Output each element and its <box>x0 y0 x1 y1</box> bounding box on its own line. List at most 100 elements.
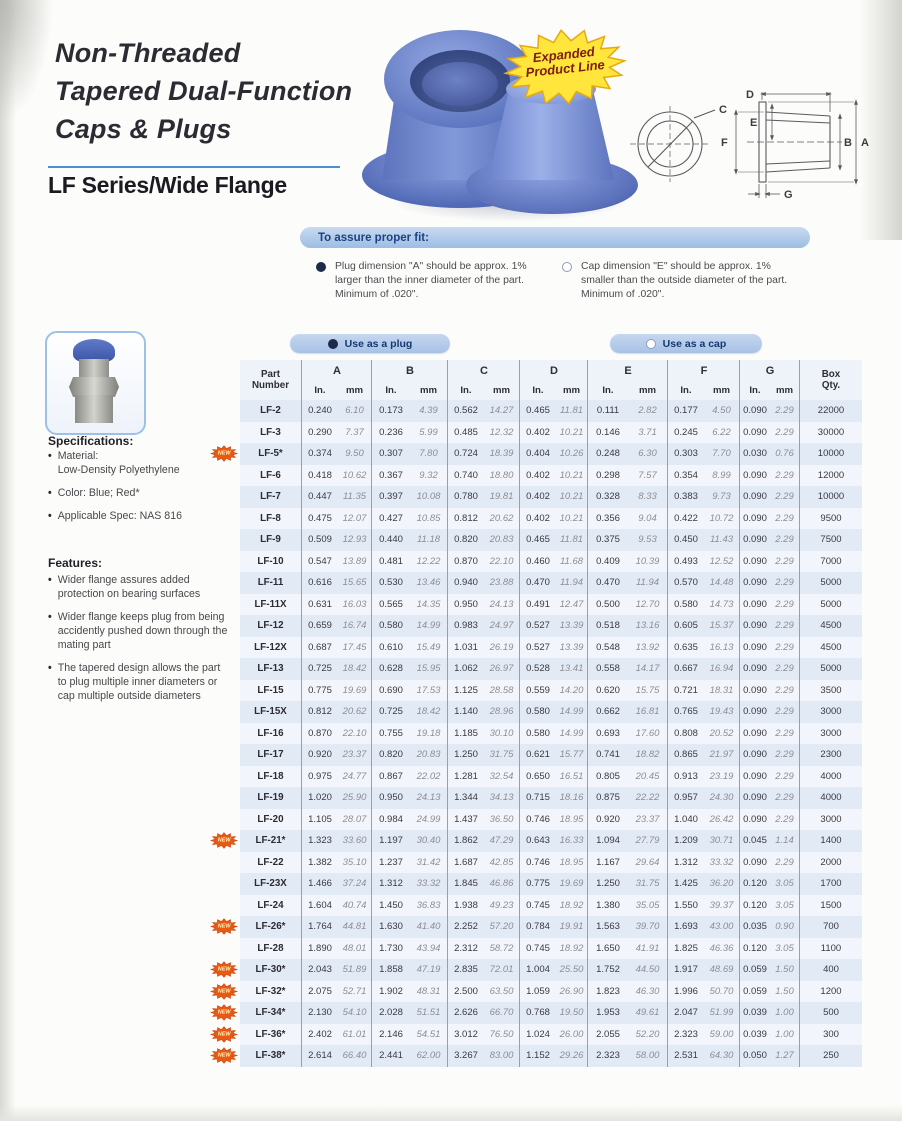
table-row: LF-3 0.290 7.37 0.236 5.99 0.485 12.32 0… <box>240 421 862 443</box>
dim-d-mm-cell: 10.21 <box>556 421 588 443</box>
dim-f-mm-cell: 33.32 <box>704 851 740 873</box>
dim-c-mm-cell: 32.54 <box>484 765 520 787</box>
part-number-cell: LF-10 <box>240 550 302 572</box>
dim-c-in-cell: 0.780 <box>454 491 478 503</box>
table-row: LF-19 1.020 25.90 0.950 24.13 1.344 34.1… <box>240 787 862 809</box>
dim-b-in-cell: 0.867 <box>379 770 403 782</box>
fit-heading-bar: To assure proper fit: <box>300 227 810 248</box>
dim-b-mm-cell: 62.00 <box>410 1045 448 1067</box>
dim-f-in-cell: 0.580 <box>674 598 698 610</box>
dim-g-in-cell: 0.050 <box>743 1050 767 1062</box>
feature-item: Wider flange keeps plug from being accid… <box>48 611 228 653</box>
dim-c-mm-cell: 46.86 <box>484 873 520 895</box>
dim-c-in-cell: 0.940 <box>454 577 478 589</box>
dim-e-mm-cell: 16.81 <box>628 701 668 723</box>
dim-e-mm-cell: 27.79 <box>628 830 668 852</box>
part-number-cell: LF-17 <box>240 744 302 766</box>
dim-f-mm-cell: 43.00 <box>704 916 740 938</box>
part-number-cell: LF-19 <box>240 787 302 809</box>
scan-artifact <box>0 0 16 1121</box>
dimension-diagram: C D E F B A G <box>622 66 872 218</box>
dim-g-mm-cell: 2.29 <box>770 550 800 572</box>
box-qty-cell: 5000 <box>820 598 842 610</box>
dim-c-mm-cell: 14.27 <box>484 400 520 422</box>
dim-a-in-cell: 0.290 <box>308 426 332 438</box>
table-row: LF-17 0.920 23.37 0.820 20.83 1.250 31.7… <box>240 744 862 766</box>
new-badge: NEW <box>210 918 238 935</box>
dim-f-in-cell: 2.531 <box>674 1050 698 1062</box>
specifications-list: Material: Low-Density Polyethylene Color… <box>48 450 228 533</box>
dim-f-in-cell: 0.765 <box>674 706 698 718</box>
dim-d-mm-cell: 15.77 <box>556 744 588 766</box>
dim-a-mm-cell: 37.24 <box>338 873 372 895</box>
dim-e-in-cell: 1.167 <box>596 856 620 868</box>
plug-filled-circle-icon <box>327 338 338 349</box>
dim-c-in-cell: 2.626 <box>454 1007 478 1019</box>
dim-c-in-cell: 2.835 <box>454 964 478 976</box>
dim-g-mm-cell: 1.27 <box>770 1045 800 1067</box>
dim-a-mm-cell: 9.50 <box>338 443 372 465</box>
dim-d-mm-cell: 12.47 <box>556 593 588 615</box>
product-photo <box>360 22 650 222</box>
dim-a-mm-cell: 18.42 <box>338 658 372 680</box>
dim-e-in-cell: 0.248 <box>596 448 620 460</box>
dim-b-in-cell: 1.197 <box>379 835 403 847</box>
dim-g-in-cell: 0.090 <box>743 469 767 481</box>
dim-b-in-cell: 0.236 <box>379 426 403 438</box>
dim-a-mm-cell: 6.10 <box>338 400 372 422</box>
use-as-plug-pill: Use as a plug <box>290 334 450 353</box>
dim-f-in-cell: 1.040 <box>674 813 698 825</box>
dim-e-mm-cell: 17.60 <box>628 722 668 744</box>
box-qty-cell: 5000 <box>820 663 842 675</box>
dim-c-mm-cell: 63.50 <box>484 980 520 1002</box>
dim-g-mm-cell: 2.29 <box>770 636 800 658</box>
box-qty-cell: 1700 <box>820 878 842 890</box>
new-starburst-icon <box>210 445 238 462</box>
page-title-line: Caps & Plugs <box>55 114 232 144</box>
dim-b-in-cell: 1.902 <box>379 985 403 997</box>
dim-g-in-cell: 0.090 <box>743 684 767 696</box>
expanded-product-line-badge: Expanded Product Line <box>499 22 630 113</box>
dim-d-mm-cell: 13.39 <box>556 636 588 658</box>
dim-d-mm-cell: 16.33 <box>556 830 588 852</box>
dim-c-in-cell: 2.252 <box>454 921 478 933</box>
dim-g-mm-cell: 2.29 <box>770 572 800 594</box>
dim-g-in-cell: 0.090 <box>743 727 767 739</box>
dim-a-in-cell: 0.870 <box>308 727 332 739</box>
dim-d-in-cell: 0.402 <box>526 469 550 481</box>
part-number-cell: LF-15 <box>240 679 302 701</box>
cap-note-text: Cap dimension "E" should be approx. 1% s… <box>581 261 788 301</box>
page-title-line: Non-Threaded <box>55 38 241 68</box>
dim-b-in-cell: 0.628 <box>379 663 403 675</box>
dim-f-in-cell: 0.177 <box>674 405 698 417</box>
dim-f-in-cell: 0.493 <box>674 555 698 567</box>
dim-a-in-cell: 2.402 <box>308 1028 332 1040</box>
table-row: NEW LF-21* 1.323 33.60 1.197 30.40 1.862… <box>210 830 862 852</box>
dim-e-mm-cell: 31.75 <box>628 873 668 895</box>
dim-g-mm-cell: 2.29 <box>770 421 800 443</box>
dim-d-in-cell: 0.528 <box>526 663 550 675</box>
dim-b-in-cell: 0.565 <box>379 598 403 610</box>
dim-a-in-cell: 0.725 <box>308 663 332 675</box>
table-row: LF-20 1.105 28.07 0.984 24.99 1.437 36.5… <box>240 808 862 830</box>
dim-f-mm-cell: 51.99 <box>704 1002 740 1024</box>
dim-d-in-cell: 0.784 <box>526 921 550 933</box>
dim-c-in-cell: 0.870 <box>454 555 478 567</box>
product-thumbnail <box>45 331 146 435</box>
dim-f-in-cell: 0.721 <box>674 684 698 696</box>
dim-b-in-cell: 0.397 <box>379 491 403 503</box>
dim-a-in-cell: 2.075 <box>308 985 332 997</box>
dim-c-mm-cell: 18.80 <box>484 464 520 486</box>
box-qty-cell: 4000 <box>820 792 842 804</box>
dim-g-in-cell: 0.120 <box>743 942 767 954</box>
dim-g-in-cell: 0.035 <box>743 921 767 933</box>
dim-a-mm-cell: 23.37 <box>338 744 372 766</box>
dim-e-mm-cell: 52.20 <box>628 1023 668 1045</box>
dim-a-in-cell: 0.509 <box>308 534 332 546</box>
dim-b-mm-cell: 12.22 <box>410 550 448 572</box>
dim-c-mm-cell: 36.50 <box>484 808 520 830</box>
dim-c-mm-cell: 20.62 <box>484 507 520 529</box>
dim-e-in-cell: 0.375 <box>596 534 620 546</box>
part-number-cell: LF-26* <box>240 916 302 938</box>
dim-a-in-cell: 1.323 <box>308 835 332 847</box>
